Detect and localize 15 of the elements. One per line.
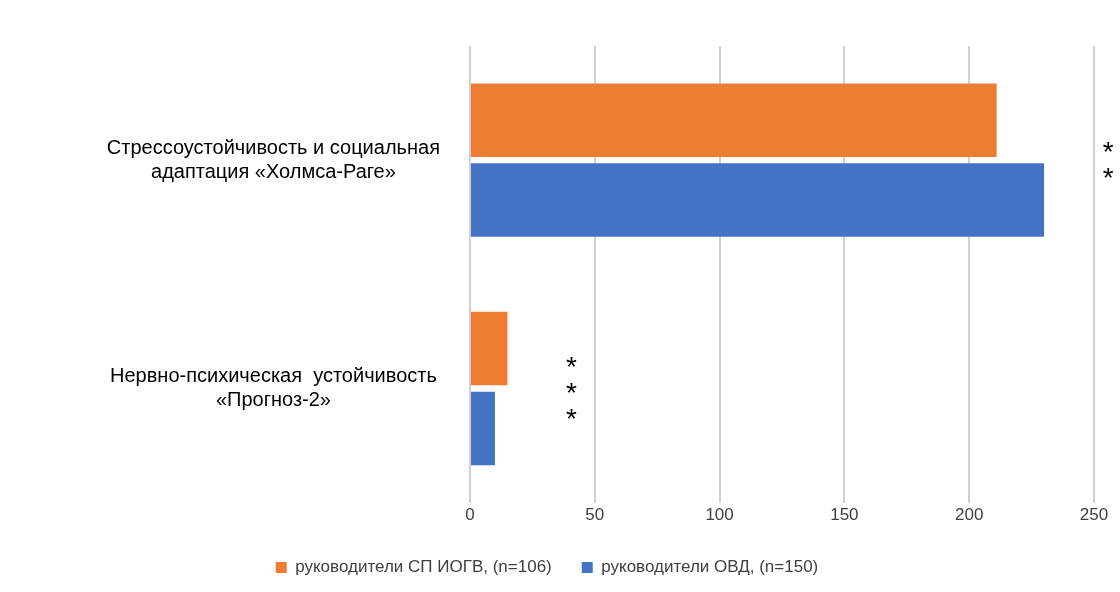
x-tick-label: 50: [585, 505, 605, 525]
x-tick-label: 100: [705, 505, 734, 525]
y-tick-label: Стрессоустойчивость и социальная адаптация «Холмса-Раге»: [106, 135, 441, 182]
bar: [471, 83, 997, 157]
bar: [471, 311, 508, 386]
legend-label: руководители СП ИОГВ, (n=106): [295, 557, 552, 577]
text: **: [1102, 135, 1114, 193]
x-tick-label: 0: [465, 505, 475, 525]
legend-label: руководители ОВД, (n=150): [601, 557, 819, 577]
x-tick-label: 200: [955, 505, 984, 525]
x-tick-label: 150: [830, 505, 859, 525]
bar: [471, 163, 1045, 237]
y-tick-label: Нервно-психическая устойчивость «Прогноз-2»: [110, 363, 437, 410]
bar: [471, 391, 495, 466]
x-tick-label: 250: [1079, 505, 1109, 525]
